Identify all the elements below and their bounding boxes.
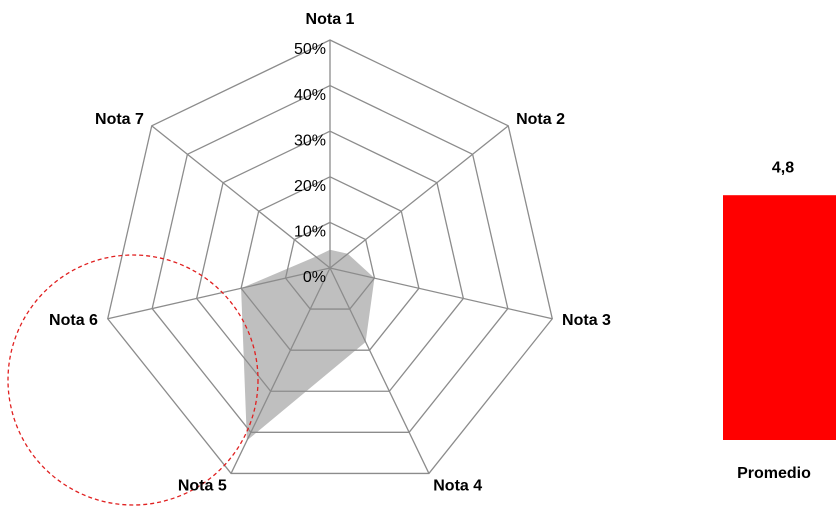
r-tick-label: 50%: [294, 41, 326, 58]
bar: [723, 195, 836, 440]
category-label: Nota 4: [433, 478, 482, 495]
r-tick-label: 30%: [294, 132, 326, 149]
spoke: [107, 267, 331, 320]
grid-ring: [195, 130, 465, 392]
grid-ring: [151, 84, 509, 433]
r-tick-label: 20%: [294, 178, 326, 195]
radar-area: [241, 249, 375, 441]
spoke: [329, 125, 509, 269]
category-label: Nota 3: [562, 312, 611, 329]
spoke: [151, 125, 331, 269]
category-label: Nota 5: [178, 478, 227, 495]
spoke: [230, 267, 331, 474]
category-label: Nota 6: [49, 312, 98, 329]
r-tick-label: 10%: [294, 224, 326, 241]
grid-ring: [284, 221, 376, 310]
spoke: [329, 267, 430, 474]
spoke: [329, 267, 553, 320]
value-label: 4,8: [772, 159, 794, 176]
grid-ring: [240, 176, 420, 351]
category-label: Nota 1: [306, 11, 355, 28]
highlight-circle: [7, 254, 259, 506]
r-tick-label: 0%: [303, 269, 326, 286]
r-tick-label: 40%: [294, 87, 326, 104]
category-label: Nota 2: [516, 111, 565, 128]
category-label: Promedio: [737, 465, 811, 482]
category-label: Nota 7: [95, 111, 144, 128]
grid-ring: [107, 39, 553, 475]
